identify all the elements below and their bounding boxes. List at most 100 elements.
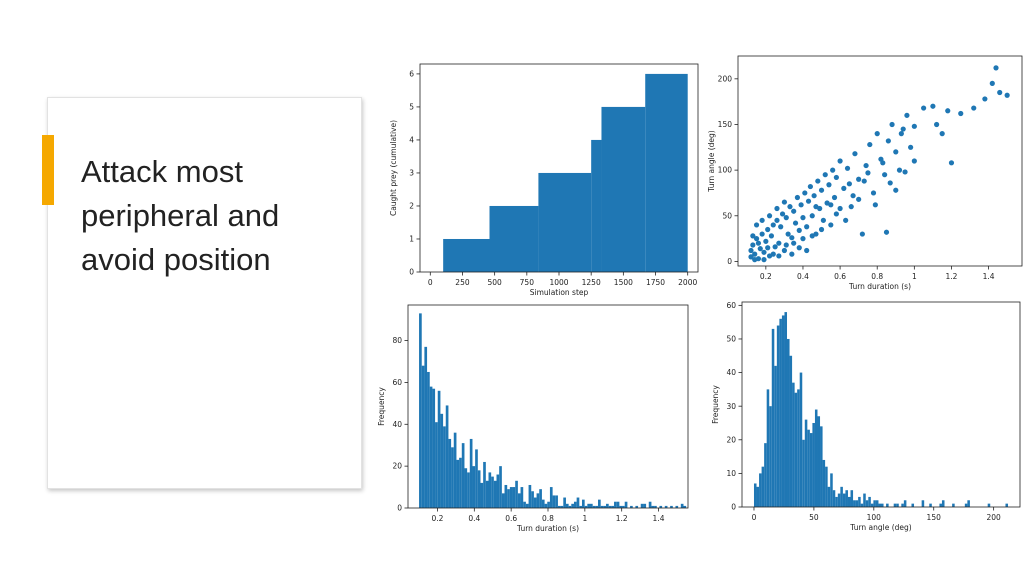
scatter-point bbox=[763, 238, 769, 244]
histogram-bar bbox=[443, 426, 446, 508]
scatter-point bbox=[945, 108, 951, 114]
histogram-bar bbox=[552, 495, 556, 508]
scatter-point bbox=[778, 224, 784, 230]
histogram-bar bbox=[600, 505, 604, 508]
histogram-bar bbox=[477, 470, 481, 508]
scatter-point bbox=[900, 126, 906, 132]
scatter-point bbox=[830, 167, 836, 173]
histogram-bar bbox=[608, 505, 612, 508]
histogram-bar bbox=[571, 503, 574, 508]
scatter-point bbox=[861, 178, 867, 184]
scatter-point bbox=[882, 172, 888, 178]
scatter-point bbox=[772, 244, 778, 250]
histogram-bar bbox=[651, 505, 655, 508]
histogram-bar bbox=[787, 338, 790, 507]
scatter-point bbox=[904, 112, 910, 118]
histogram-bar bbox=[472, 466, 476, 508]
histogram-bar bbox=[488, 472, 492, 508]
scatter-point bbox=[753, 236, 760, 242]
histogram-bar bbox=[573, 501, 577, 508]
scatter-point bbox=[800, 236, 806, 242]
histogram-bar bbox=[528, 484, 532, 508]
scatter-point bbox=[792, 220, 799, 226]
scatter-point bbox=[755, 240, 762, 246]
histogram-bar bbox=[560, 505, 564, 508]
x-tick-label: 1 bbox=[582, 514, 587, 523]
histogram-bar bbox=[654, 505, 657, 508]
histogram-bar bbox=[853, 500, 856, 507]
scatter-point bbox=[883, 229, 890, 235]
scatter-point bbox=[971, 105, 977, 111]
histogram-bar bbox=[539, 489, 542, 508]
histogram-bar bbox=[817, 416, 821, 507]
scatter-point bbox=[833, 211, 839, 217]
histogram-bar bbox=[873, 500, 876, 507]
histogram-bar bbox=[842, 493, 846, 507]
histogram-bar bbox=[967, 500, 970, 507]
histogram-bar bbox=[448, 438, 452, 508]
y-tick-label: 60 bbox=[726, 301, 736, 310]
histogram-bar bbox=[445, 405, 449, 508]
scatter-point bbox=[844, 165, 851, 171]
x-axis-label: Turn duration (s) bbox=[848, 282, 911, 291]
histogram-bar bbox=[794, 392, 798, 507]
histogram-bar bbox=[640, 503, 644, 508]
histogram-bar bbox=[797, 389, 800, 507]
x-tick-label: 0.4 bbox=[797, 272, 809, 281]
histogram-bar bbox=[595, 505, 599, 508]
histogram-bar bbox=[512, 487, 516, 508]
scatter-point bbox=[750, 242, 756, 248]
x-tick-label: 150 bbox=[927, 513, 942, 522]
scatter-point bbox=[887, 180, 893, 186]
histogram-bar bbox=[429, 386, 433, 508]
histogram-bar bbox=[761, 466, 765, 507]
histogram-bar bbox=[941, 500, 945, 507]
histogram-bar bbox=[987, 503, 991, 507]
histogram-bar bbox=[781, 315, 785, 507]
histogram-bar bbox=[759, 473, 762, 507]
histogram-bar bbox=[868, 496, 871, 507]
scatter-point bbox=[856, 196, 862, 202]
histogram-bar bbox=[622, 505, 625, 508]
scatter-point bbox=[770, 251, 776, 257]
scatter-point bbox=[958, 110, 964, 117]
scatter-point bbox=[770, 222, 776, 228]
y-tick-label: 5 bbox=[409, 103, 414, 112]
step-segment bbox=[443, 238, 490, 272]
scatter-point bbox=[796, 245, 802, 251]
scatter-point bbox=[865, 170, 871, 176]
heading-line-1: Attack most bbox=[81, 154, 243, 189]
scatter-point bbox=[1004, 92, 1010, 98]
y-tick-label: 6 bbox=[409, 70, 414, 79]
x-tick-label: 0.4 bbox=[468, 514, 480, 523]
y-tick-label: 10 bbox=[726, 469, 736, 478]
scatter-point bbox=[776, 240, 782, 246]
x-axis-label: Turn angle (deg) bbox=[849, 523, 912, 532]
histogram-bar bbox=[616, 501, 620, 508]
histogram-bar bbox=[929, 503, 932, 507]
scatter-point bbox=[820, 217, 826, 223]
histogram-bar bbox=[771, 328, 775, 507]
turn-angle-histogram: 0 50 100 150 200 0 10 20 30 40 50 60 Turn angle (deg… bbox=[711, 301, 1021, 532]
x-tick-label: 2000 bbox=[678, 278, 697, 287]
scatter-point bbox=[837, 158, 843, 164]
scatter-point bbox=[809, 233, 815, 239]
histogram-bar bbox=[858, 496, 861, 507]
x-tick-label: 1.4 bbox=[983, 272, 995, 281]
histogram-bar bbox=[549, 487, 553, 508]
x-tick-label: 0 bbox=[428, 278, 433, 287]
histogram-bar bbox=[825, 466, 828, 507]
histogram-bar bbox=[779, 318, 782, 507]
turn-angle-scatter-chart: 0.2 0.4 0.6 0.8 1 1.2 1.4 0 50 100 150 200 Turn dura… bbox=[707, 55, 1023, 291]
histogram-bar bbox=[878, 503, 881, 507]
scatter-point bbox=[846, 181, 852, 187]
histogram-bar bbox=[467, 472, 470, 508]
scatter-point bbox=[752, 257, 758, 263]
histogram-bar bbox=[893, 503, 897, 507]
x-tick-label: 1000 bbox=[549, 278, 568, 287]
histogram-bar bbox=[520, 487, 524, 508]
histogram-bar bbox=[598, 499, 601, 508]
scatter-point bbox=[863, 162, 869, 169]
histogram-bar bbox=[584, 505, 588, 508]
x-axis-label: Simulation step bbox=[530, 288, 589, 297]
